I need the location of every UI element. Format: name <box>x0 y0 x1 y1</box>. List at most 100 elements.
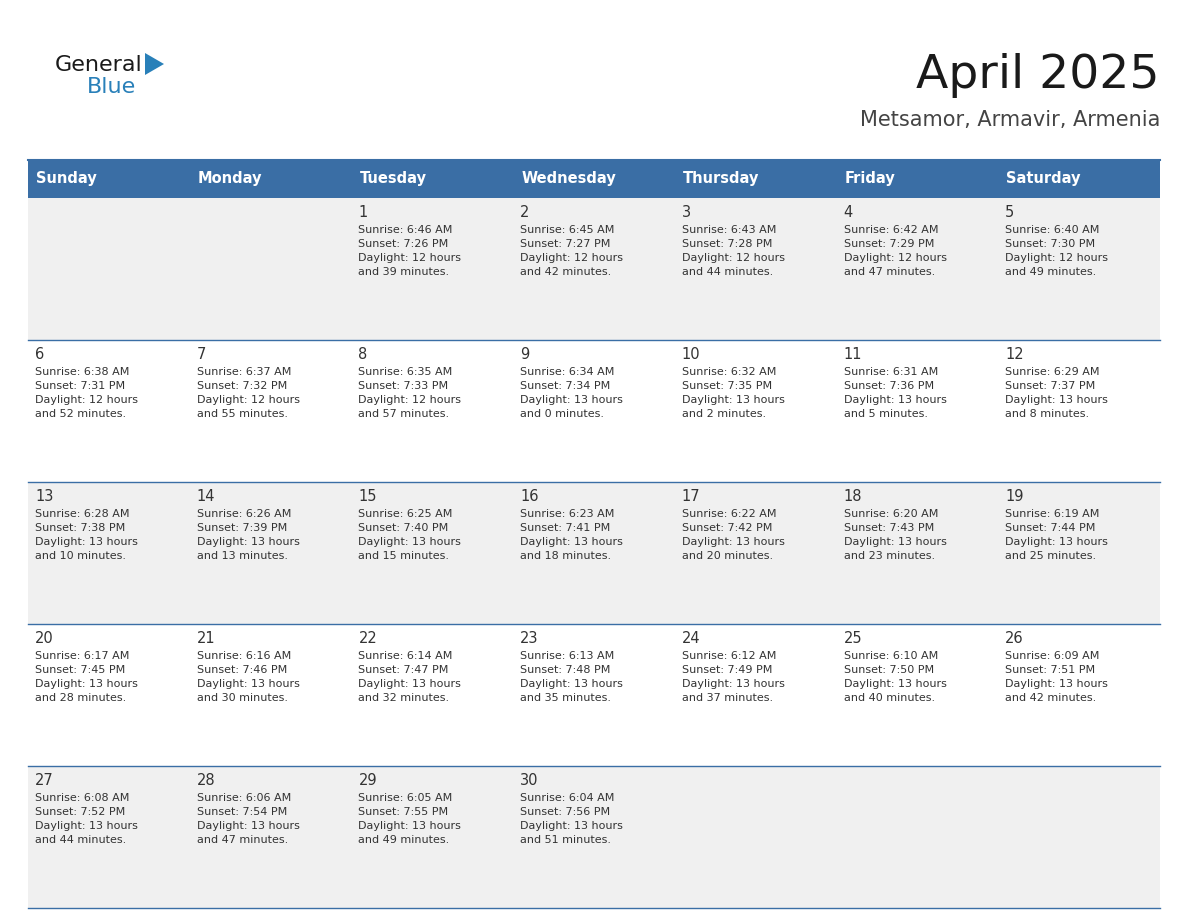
Text: Sunrise: 6:06 AM: Sunrise: 6:06 AM <box>197 793 291 803</box>
Text: 11: 11 <box>843 347 862 362</box>
Text: Sunset: 7:26 PM: Sunset: 7:26 PM <box>359 239 449 249</box>
Text: and 55 minutes.: and 55 minutes. <box>197 409 287 419</box>
Text: Sunset: 7:42 PM: Sunset: 7:42 PM <box>682 523 772 533</box>
Text: and 30 minutes.: and 30 minutes. <box>197 693 287 703</box>
Text: 23: 23 <box>520 631 538 646</box>
Text: 25: 25 <box>843 631 862 646</box>
Text: Daylight: 13 hours: Daylight: 13 hours <box>843 395 947 405</box>
Text: 26: 26 <box>1005 631 1024 646</box>
Text: and 18 minutes.: and 18 minutes. <box>520 551 612 561</box>
Text: 1: 1 <box>359 205 367 220</box>
Text: 30: 30 <box>520 773 538 788</box>
Text: Sunrise: 6:22 AM: Sunrise: 6:22 AM <box>682 509 776 519</box>
Text: and 28 minutes.: and 28 minutes. <box>34 693 126 703</box>
Text: 14: 14 <box>197 489 215 504</box>
Text: 28: 28 <box>197 773 215 788</box>
Text: Daylight: 13 hours: Daylight: 13 hours <box>843 537 947 547</box>
Bar <box>513 160 675 198</box>
Text: Sunrise: 6:42 AM: Sunrise: 6:42 AM <box>843 225 939 235</box>
Text: and 57 minutes.: and 57 minutes. <box>359 409 449 419</box>
Text: 6: 6 <box>34 347 44 362</box>
Text: Sunset: 7:32 PM: Sunset: 7:32 PM <box>197 381 287 391</box>
Bar <box>29 624 1159 766</box>
Bar <box>29 160 190 198</box>
Text: and 35 minutes.: and 35 minutes. <box>520 693 611 703</box>
Bar <box>836 160 998 198</box>
Text: Sunrise: 6:12 AM: Sunrise: 6:12 AM <box>682 651 776 661</box>
Text: and 51 minutes.: and 51 minutes. <box>520 835 611 845</box>
Text: and 25 minutes.: and 25 minutes. <box>1005 551 1097 561</box>
Text: 22: 22 <box>359 631 377 646</box>
Text: Sunset: 7:31 PM: Sunset: 7:31 PM <box>34 381 125 391</box>
Text: Sunrise: 6:17 AM: Sunrise: 6:17 AM <box>34 651 129 661</box>
Text: Daylight: 13 hours: Daylight: 13 hours <box>359 679 461 689</box>
Text: Daylight: 12 hours: Daylight: 12 hours <box>843 253 947 263</box>
Text: 20: 20 <box>34 631 53 646</box>
Text: Sunset: 7:50 PM: Sunset: 7:50 PM <box>843 665 934 675</box>
Text: Sunset: 7:46 PM: Sunset: 7:46 PM <box>197 665 287 675</box>
Text: Daylight: 13 hours: Daylight: 13 hours <box>34 821 138 831</box>
Text: Blue: Blue <box>87 77 137 97</box>
Text: and 5 minutes.: and 5 minutes. <box>843 409 928 419</box>
Text: 10: 10 <box>682 347 701 362</box>
Text: and 42 minutes.: and 42 minutes. <box>1005 693 1097 703</box>
Text: Sunrise: 6:38 AM: Sunrise: 6:38 AM <box>34 367 129 377</box>
Text: and 37 minutes.: and 37 minutes. <box>682 693 773 703</box>
Text: and 49 minutes.: and 49 minutes. <box>359 835 450 845</box>
Text: Daylight: 13 hours: Daylight: 13 hours <box>359 821 461 831</box>
Text: Sunset: 7:47 PM: Sunset: 7:47 PM <box>359 665 449 675</box>
Text: Sunrise: 6:10 AM: Sunrise: 6:10 AM <box>843 651 937 661</box>
Text: Daylight: 13 hours: Daylight: 13 hours <box>682 537 785 547</box>
Text: Sunrise: 6:34 AM: Sunrise: 6:34 AM <box>520 367 614 377</box>
Text: and 15 minutes.: and 15 minutes. <box>359 551 449 561</box>
Text: and 47 minutes.: and 47 minutes. <box>843 267 935 277</box>
Text: 8: 8 <box>359 347 367 362</box>
Text: 15: 15 <box>359 489 377 504</box>
Text: Daylight: 13 hours: Daylight: 13 hours <box>1005 395 1108 405</box>
Text: Sunrise: 6:08 AM: Sunrise: 6:08 AM <box>34 793 129 803</box>
Text: and 13 minutes.: and 13 minutes. <box>197 551 287 561</box>
Text: Sunset: 7:30 PM: Sunset: 7:30 PM <box>1005 239 1095 249</box>
Text: Sunrise: 6:35 AM: Sunrise: 6:35 AM <box>359 367 453 377</box>
Text: and 52 minutes.: and 52 minutes. <box>34 409 126 419</box>
Text: Metsamor, Armavir, Armenia: Metsamor, Armavir, Armenia <box>860 110 1159 130</box>
Text: and 2 minutes.: and 2 minutes. <box>682 409 766 419</box>
Text: Sunrise: 6:32 AM: Sunrise: 6:32 AM <box>682 367 776 377</box>
Text: 27: 27 <box>34 773 53 788</box>
Text: 18: 18 <box>843 489 862 504</box>
Text: Sunset: 7:43 PM: Sunset: 7:43 PM <box>843 523 934 533</box>
Text: Daylight: 12 hours: Daylight: 12 hours <box>520 253 624 263</box>
Text: Saturday: Saturday <box>1006 172 1081 186</box>
Text: and 42 minutes.: and 42 minutes. <box>520 267 612 277</box>
Text: Sunset: 7:54 PM: Sunset: 7:54 PM <box>197 807 287 817</box>
Text: Sunset: 7:36 PM: Sunset: 7:36 PM <box>843 381 934 391</box>
Text: 19: 19 <box>1005 489 1024 504</box>
Text: Daylight: 13 hours: Daylight: 13 hours <box>197 821 299 831</box>
Text: Daylight: 12 hours: Daylight: 12 hours <box>1005 253 1108 263</box>
Text: Sunrise: 6:46 AM: Sunrise: 6:46 AM <box>359 225 453 235</box>
Text: Sunset: 7:33 PM: Sunset: 7:33 PM <box>359 381 449 391</box>
Text: Friday: Friday <box>845 172 896 186</box>
Bar <box>29 340 1159 482</box>
Text: and 44 minutes.: and 44 minutes. <box>682 267 773 277</box>
Text: Daylight: 12 hours: Daylight: 12 hours <box>197 395 299 405</box>
Text: Sunrise: 6:16 AM: Sunrise: 6:16 AM <box>197 651 291 661</box>
Text: 9: 9 <box>520 347 530 362</box>
Text: Sunrise: 6:45 AM: Sunrise: 6:45 AM <box>520 225 614 235</box>
Text: 16: 16 <box>520 489 538 504</box>
Text: Sunrise: 6:29 AM: Sunrise: 6:29 AM <box>1005 367 1100 377</box>
Text: and 23 minutes.: and 23 minutes. <box>843 551 935 561</box>
Text: Daylight: 13 hours: Daylight: 13 hours <box>843 679 947 689</box>
Text: Sunrise: 6:13 AM: Sunrise: 6:13 AM <box>520 651 614 661</box>
Text: Sunset: 7:55 PM: Sunset: 7:55 PM <box>359 807 449 817</box>
Polygon shape <box>145 53 164 75</box>
Text: Sunset: 7:40 PM: Sunset: 7:40 PM <box>359 523 449 533</box>
Text: Monday: Monday <box>197 172 263 186</box>
Text: and 8 minutes.: and 8 minutes. <box>1005 409 1089 419</box>
Text: Sunset: 7:35 PM: Sunset: 7:35 PM <box>682 381 772 391</box>
Text: Sunset: 7:29 PM: Sunset: 7:29 PM <box>843 239 934 249</box>
Text: Sunrise: 6:20 AM: Sunrise: 6:20 AM <box>843 509 939 519</box>
Text: and 39 minutes.: and 39 minutes. <box>359 267 449 277</box>
Text: Sunrise: 6:28 AM: Sunrise: 6:28 AM <box>34 509 129 519</box>
Bar <box>675 160 836 198</box>
